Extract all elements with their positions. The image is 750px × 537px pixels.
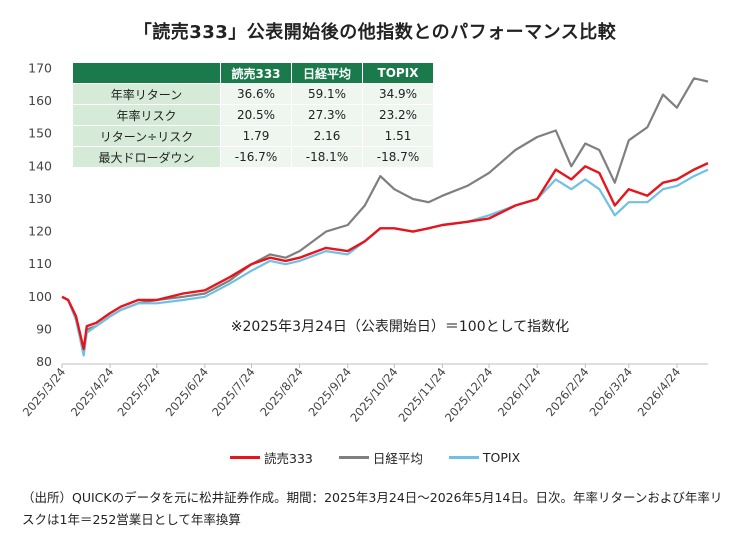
table-row: 最大ドローダウン -16.7% -18.1% -18.7% bbox=[72, 146, 434, 168]
y-tick-label: 100 bbox=[28, 289, 52, 304]
y-tick-label: 90 bbox=[36, 321, 52, 336]
x-tick-label: 2025/3/24 bbox=[20, 365, 69, 419]
legend-label: TOPIX bbox=[482, 450, 521, 465]
stats-table: 読売333 日経平均 TOPIX 年率リターン 36.6% 59.1% 34.9… bbox=[72, 62, 434, 168]
legend-item: 日経平均 bbox=[338, 448, 423, 467]
table-cell: 1.51 bbox=[362, 125, 434, 147]
legend-swatch-gray bbox=[338, 456, 369, 459]
legend-swatch-blue bbox=[448, 456, 479, 459]
table-header: 読売333 bbox=[220, 62, 292, 84]
table-row: リターン÷リスク 1.79 2.16 1.51 bbox=[72, 125, 434, 147]
table-cell: -18.7% bbox=[362, 146, 434, 168]
y-tick-label: 150 bbox=[28, 126, 52, 141]
y-tick-label: 110 bbox=[28, 256, 52, 271]
table-cell: 23.2% bbox=[362, 104, 434, 126]
y-tick-label: 130 bbox=[28, 191, 52, 206]
x-tick-label: 2025/10/24 bbox=[347, 365, 400, 425]
x-tick-label: 2026/1/24 bbox=[495, 365, 544, 419]
row-label: リターン÷リスク bbox=[72, 125, 221, 147]
row-label: 年率リスク bbox=[72, 104, 221, 126]
footnote: （出所）QUICKのデータを元に松井証券作成。期間：2025年3月24日～202… bbox=[22, 490, 723, 527]
y-tick-label: 160 bbox=[28, 93, 52, 108]
chart-annotation: ※2025年3月24日（公表開始日）＝100として指数化 bbox=[231, 319, 569, 335]
x-tick-label: 2025/4/24 bbox=[68, 365, 117, 419]
legend-item: TOPIX bbox=[448, 450, 521, 465]
table-header-row: 読売333 日経平均 TOPIX bbox=[72, 62, 434, 84]
x-tick-label: 2025/12/24 bbox=[442, 365, 495, 425]
series-line-yomiuri333 bbox=[61, 162, 709, 351]
table-row: 年率リスク 20.5% 27.3% 23.2% bbox=[72, 104, 434, 126]
y-tick-label: 140 bbox=[28, 158, 52, 173]
x-tick-label: 2025/6/24 bbox=[163, 365, 212, 419]
x-tick-label: 2026/3/24 bbox=[586, 365, 635, 419]
table-cell: 36.6% bbox=[220, 83, 292, 105]
legend-label: 日経平均 bbox=[372, 451, 423, 466]
y-tick-label: 120 bbox=[28, 224, 52, 239]
table-cell: 34.9% bbox=[362, 83, 434, 105]
y-tick-label: 80 bbox=[36, 354, 52, 369]
table-cell: 20.5% bbox=[220, 104, 292, 126]
table-header: TOPIX bbox=[362, 62, 434, 84]
table-cell: 27.3% bbox=[291, 104, 363, 126]
table-cell: 2.16 bbox=[291, 125, 363, 147]
table-cell: 1.79 bbox=[220, 125, 292, 147]
legend-swatch-red bbox=[230, 456, 260, 459]
table-cell: -16.7% bbox=[220, 146, 292, 168]
x-tick-label: 2025/8/24 bbox=[257, 365, 306, 419]
y-tick-label: 170 bbox=[28, 61, 52, 76]
table-header: 日経平均 bbox=[291, 62, 363, 84]
table-row: 年率リターン 36.6% 59.1% 34.9% bbox=[72, 83, 434, 105]
legend-item: 読売333 bbox=[230, 448, 313, 467]
x-tick-label: 2025/9/24 bbox=[305, 365, 354, 419]
legend-label: 読売333 bbox=[264, 451, 313, 466]
x-tick-label: 2026/2/24 bbox=[543, 365, 592, 419]
table-cell: -18.1% bbox=[291, 146, 363, 168]
chart-legend: 読売333 日経平均 TOPIX bbox=[230, 448, 520, 467]
table-corner bbox=[72, 62, 221, 84]
row-label: 年率リターン bbox=[72, 83, 221, 105]
x-tick-label: 2025/7/24 bbox=[209, 365, 258, 419]
x-tick-label: 2026/4/24 bbox=[635, 365, 684, 419]
table-cell: 59.1% bbox=[291, 83, 363, 105]
chart-title: 「読売333」公表開始後の他指数とのパフォーマンス比較 bbox=[133, 22, 617, 43]
x-tick-label: 2025/5/24 bbox=[114, 365, 163, 419]
row-label: 最大ドローダウン bbox=[72, 146, 221, 168]
